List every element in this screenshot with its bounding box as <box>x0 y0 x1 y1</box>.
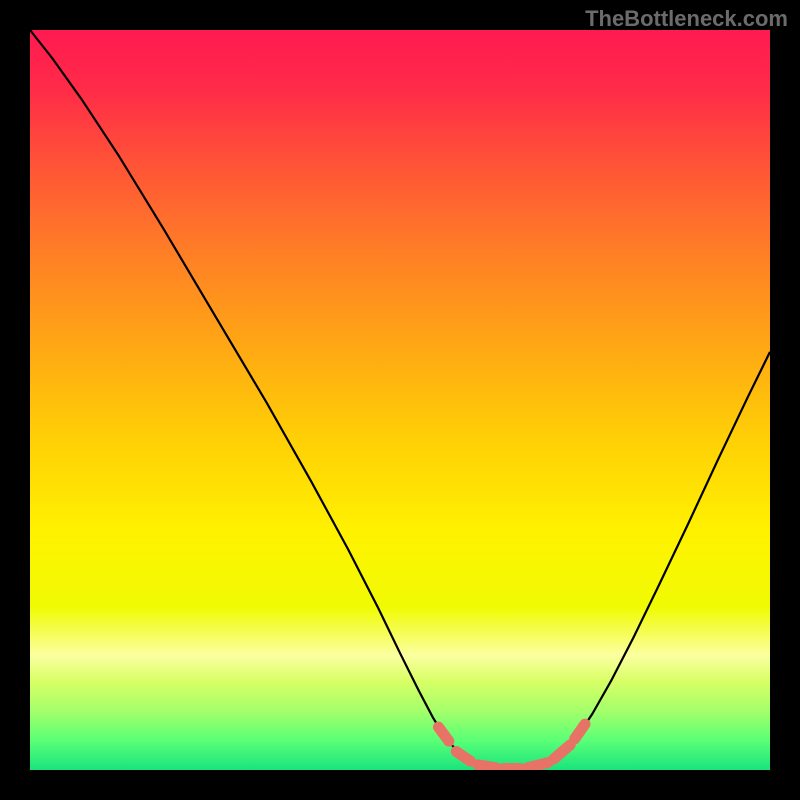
watermark-text: TheBottleneck.com <box>585 6 788 32</box>
dash-segment <box>456 752 470 762</box>
chart-svg <box>30 30 770 770</box>
dash-segment <box>527 763 548 768</box>
dash-segment <box>438 727 448 741</box>
dash-segment <box>478 765 497 768</box>
dash-segment <box>575 724 585 739</box>
dash-overlay <box>438 724 585 768</box>
bottleneck-curve <box>30 30 770 769</box>
dash-segment <box>554 745 570 759</box>
plot-area <box>30 30 770 770</box>
